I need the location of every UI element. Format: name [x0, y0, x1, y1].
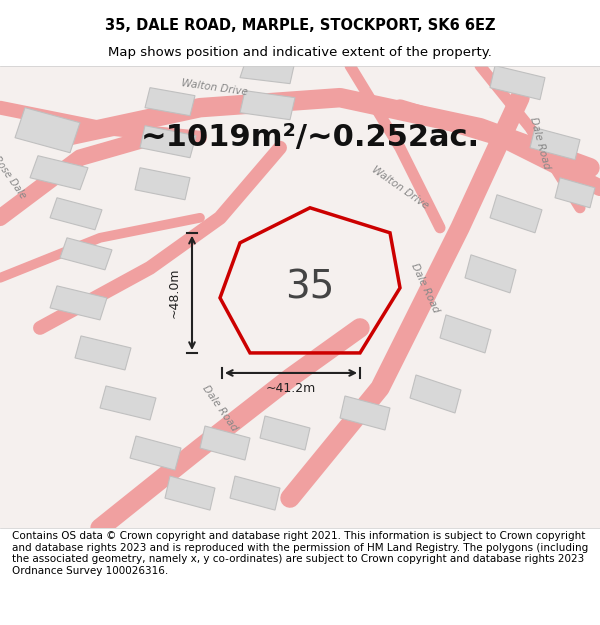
Text: Map shows position and indicative extent of the property.: Map shows position and indicative extent…	[108, 46, 492, 59]
Text: Dale Road: Dale Road	[528, 116, 552, 170]
Text: Contains OS data © Crown copyright and database right 2021. This information is : Contains OS data © Crown copyright and d…	[12, 531, 588, 576]
Polygon shape	[530, 127, 580, 160]
Polygon shape	[15, 107, 80, 152]
Polygon shape	[75, 336, 131, 370]
Polygon shape	[240, 91, 295, 119]
Polygon shape	[340, 396, 390, 430]
Polygon shape	[555, 177, 595, 208]
Polygon shape	[135, 168, 190, 200]
Polygon shape	[145, 88, 195, 116]
Text: Dale Road: Dale Road	[200, 383, 239, 432]
Polygon shape	[130, 436, 181, 470]
Polygon shape	[60, 238, 112, 270]
Polygon shape	[230, 476, 280, 510]
Text: Dale Road: Dale Road	[409, 261, 441, 314]
Polygon shape	[140, 126, 196, 158]
Polygon shape	[50, 198, 102, 230]
Polygon shape	[440, 315, 491, 353]
Polygon shape	[410, 375, 461, 413]
Text: ~41.2m: ~41.2m	[266, 382, 316, 396]
Polygon shape	[490, 66, 545, 99]
Text: 35, DALE ROAD, MARPLE, STOCKPORT, SK6 6EZ: 35, DALE ROAD, MARPLE, STOCKPORT, SK6 6E…	[105, 18, 495, 33]
Text: 35: 35	[286, 269, 335, 307]
Polygon shape	[50, 286, 107, 320]
Text: ~48.0m: ~48.0m	[167, 268, 181, 318]
Polygon shape	[490, 195, 542, 232]
Polygon shape	[100, 386, 156, 420]
Text: ~1019m²/~0.252ac.: ~1019m²/~0.252ac.	[140, 123, 479, 152]
Polygon shape	[30, 156, 88, 190]
Polygon shape	[165, 476, 215, 510]
Text: Walton Drive: Walton Drive	[370, 164, 430, 211]
Text: Walton Drive: Walton Drive	[181, 78, 249, 98]
Polygon shape	[260, 416, 310, 450]
Text: Rose Dale: Rose Dale	[0, 155, 28, 201]
Polygon shape	[240, 66, 294, 84]
Polygon shape	[465, 255, 516, 293]
Polygon shape	[200, 426, 250, 460]
